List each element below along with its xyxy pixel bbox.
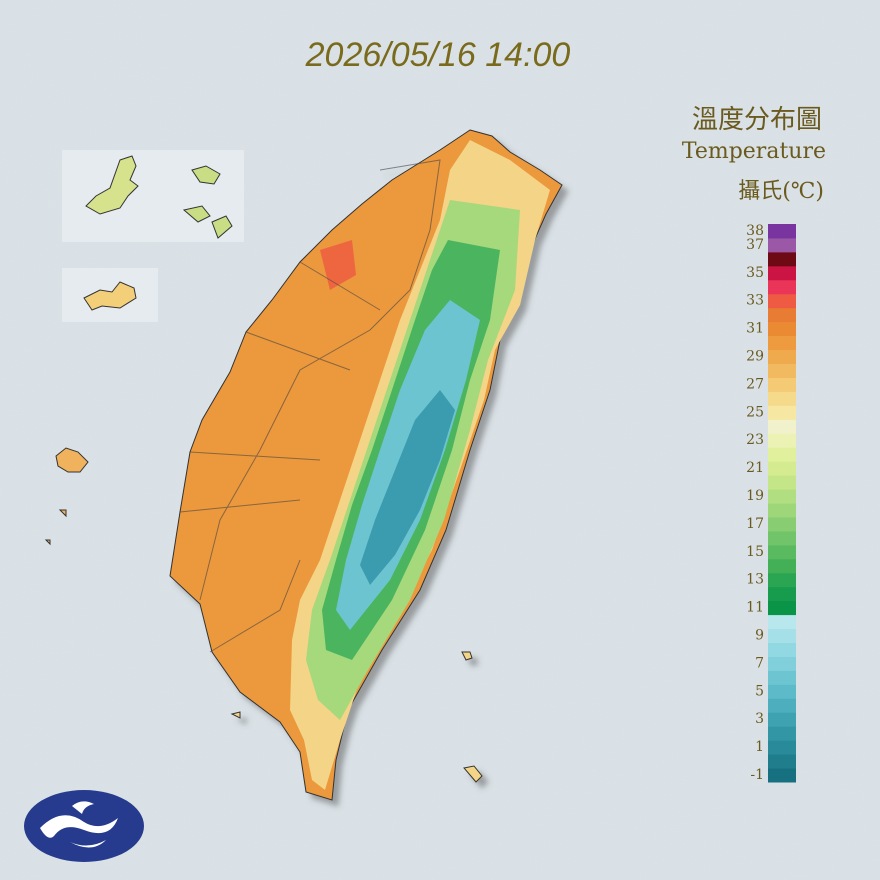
legend-color-cell (768, 489, 796, 504)
legend-color-cell (768, 530, 796, 546)
legend-color-cell (768, 544, 796, 560)
legend-tick-label: 3 (755, 711, 764, 727)
legend-tick-label: 29 (746, 349, 764, 365)
legend-tick-label: 13 (746, 572, 764, 588)
legend-color-cell (768, 279, 796, 295)
legend-color-cell (768, 684, 796, 699)
legend-color-cell (768, 586, 796, 602)
legend-tick-label: 15 (746, 544, 764, 560)
legend-color-cell (768, 224, 796, 239)
legend-color-cell (768, 349, 796, 364)
legend-tick-label: 38 (746, 223, 764, 239)
legend-tick-label: 37 (746, 237, 764, 253)
legend-color-cell (768, 558, 796, 574)
legend-tick-label: 27 (746, 376, 764, 392)
legend-color-cell (768, 516, 796, 532)
legend-color-cell (768, 698, 796, 713)
legend-tick-label: 5 (755, 683, 764, 699)
legend-color-cell (768, 335, 796, 351)
legend-color-cell (768, 572, 796, 588)
legend-color-cell (768, 461, 796, 476)
legend-color-cell (768, 447, 796, 462)
logo (24, 790, 144, 862)
legend-tick-label: 9 (755, 628, 764, 644)
legend-color-cell (768, 754, 796, 769)
legend-color-cell (768, 628, 796, 643)
legend-tick-label: -1 (750, 767, 764, 783)
legend-color-cell (768, 726, 796, 741)
legend-color-cell (768, 600, 796, 616)
legend-color-cell (768, 656, 796, 671)
legend-tick-label: 35 (746, 265, 764, 281)
legend-tick-label: 7 (755, 655, 764, 671)
legend-color-cell (768, 405, 796, 420)
legend-color-cell (768, 251, 796, 267)
legend-unit: 攝氏(℃) (738, 179, 824, 204)
legend-color-cell (768, 768, 796, 783)
legend-title: 溫度分布圖 (692, 105, 822, 135)
legend-tick-label: 33 (746, 293, 764, 309)
legend-color-cell (768, 321, 796, 337)
legend-color-cell (768, 265, 796, 281)
legend-color-cell (768, 670, 796, 685)
inset-islands (44, 150, 244, 546)
legend-color-cell (768, 307, 796, 323)
legend-tick-label: 17 (746, 516, 764, 532)
legend-tick-label: 25 (746, 404, 764, 420)
legend-tick-label: 31 (746, 321, 764, 337)
legend-color-cell (768, 237, 796, 253)
legend-color-cell (768, 363, 796, 378)
legend-tick-label: 1 (755, 739, 764, 755)
legend-color-cell (768, 377, 796, 392)
legend-color-cell (768, 419, 796, 434)
legend-tick-label: 11 (746, 600, 764, 616)
timestamp: 2026/05/16 14:00 (305, 36, 571, 74)
legend-color-cell (768, 740, 796, 755)
legend-color-cell (768, 433, 796, 448)
legend-subtitle: Temperature (682, 139, 826, 164)
legend-color-cell (768, 391, 796, 406)
legend-color-cell (768, 475, 796, 490)
taiwan-island (169, 129, 563, 801)
legend-tick-label: 21 (746, 460, 764, 476)
legend-color-cell (768, 614, 796, 630)
legend-color-cell (768, 712, 796, 727)
legend-color-cell (768, 503, 796, 518)
legend-color-cell (768, 293, 796, 309)
legend-color-cell (768, 642, 796, 657)
legend-tick-label: 19 (746, 488, 764, 504)
legend-tick-label: 23 (746, 432, 764, 448)
